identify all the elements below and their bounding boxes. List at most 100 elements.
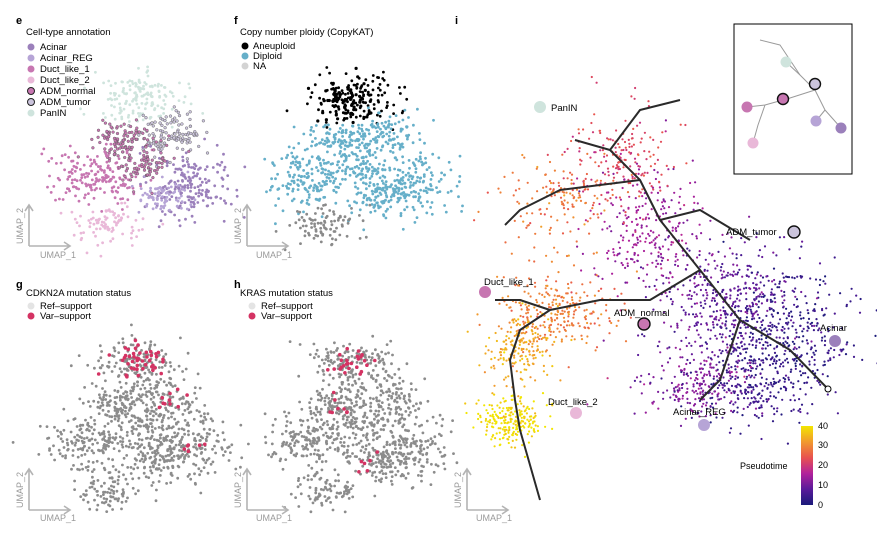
cell-point-ref: [417, 450, 421, 454]
cell-point-duct1: [295, 155, 299, 159]
cell-point-admn: [310, 155, 314, 159]
cell-point-ref: [346, 448, 349, 452]
cell-point-panin: [362, 94, 365, 98]
cell-point-ref: [364, 444, 368, 447]
cell-point-admn: [123, 146, 128, 150]
cell-point-ref: [396, 458, 400, 462]
cell-point-acinar: [461, 204, 464, 208]
cell-point-admt: [162, 144, 166, 148]
cell-point-admt: [365, 127, 368, 131]
cell-point-ref: [162, 439, 166, 443]
cell-point-pseudotime: [772, 267, 776, 270]
cell-point-pseudotime: [722, 240, 725, 243]
cell-point-duct1: [83, 175, 87, 179]
cell-point-ref: [173, 431, 177, 435]
cell-point-var: [127, 354, 132, 359]
cell-point-pseudotime: [737, 285, 740, 288]
cell-point-duct2: [303, 229, 307, 233]
cell-point-ref: [103, 481, 106, 485]
cell-point-pseudotime: [836, 412, 840, 415]
cell-point-admn: [105, 129, 109, 133]
cell-point-panin: [170, 125, 174, 129]
cell-point-ref: [239, 423, 243, 427]
cell-point-acinar: [436, 191, 439, 194]
cell-point-ref: [115, 411, 119, 414]
cell-point-ref: [263, 412, 267, 416]
cell-point-ref: [349, 371, 353, 375]
cell-point-ref: [442, 454, 446, 458]
cell-point-acinar: [384, 183, 388, 187]
cell-point-pseudotime: [764, 357, 768, 360]
cell-point-acinarreg: [154, 206, 158, 209]
cell-point-duct1: [110, 177, 113, 181]
cell-point-ref: [374, 378, 378, 382]
cell-point-duct1: [119, 183, 123, 187]
cell-point-panin: [150, 84, 154, 88]
cell-point-pseudotime: [783, 331, 786, 334]
cell-point-pseudotime: [821, 309, 824, 312]
legend-h-swatch-0: [248, 302, 256, 310]
cell-point-acinar: [161, 210, 164, 213]
cell-point-ref: [340, 394, 344, 398]
cell-point-duct2: [334, 238, 338, 242]
cell-point-acinar: [186, 179, 190, 183]
cell-point-ref: [177, 455, 181, 459]
cell-point-admt: [382, 134, 386, 138]
cell-point-ref: [130, 323, 133, 327]
cell-point-pseudotime: [753, 286, 756, 289]
cell-point-pseudotime: [795, 359, 798, 363]
cell-point-admt: [181, 136, 185, 140]
cell-point-panin: [140, 94, 144, 98]
cell-point-duct1: [68, 175, 72, 178]
cell-point-ref: [85, 436, 89, 440]
cell-point-ref: [289, 435, 293, 438]
cell-point-acinar: [348, 204, 351, 208]
cell-point-ref: [154, 467, 158, 471]
cell-point-pseudotime: [700, 323, 703, 326]
cell-point-ref: [164, 352, 168, 356]
cell-point-duct1: [70, 181, 74, 185]
cell-point-panin: [377, 76, 380, 79]
cell-point-ref: [390, 431, 394, 434]
cell-point-ref: [65, 438, 69, 441]
cell-point-acinarreg: [176, 199, 180, 203]
cell-point-ref: [203, 448, 207, 451]
cell-point-acinar: [429, 178, 433, 181]
cell-point-ref: [407, 406, 411, 410]
cell-point-panin: [399, 92, 402, 95]
cell-point-admn: [367, 167, 371, 171]
cell-point-duct1: [300, 199, 304, 203]
cell-point-panin: [346, 109, 350, 113]
cell-point-ref: [373, 494, 377, 498]
cell-point-pseudotime: [751, 318, 754, 321]
cell-point-ref: [398, 451, 401, 455]
cell-point-duct1: [70, 159, 73, 163]
cell-point-acinarreg: [152, 198, 155, 202]
cell-point-pseudotime: [695, 313, 698, 316]
cell-point-pseudotime: [755, 367, 758, 370]
cell-point-admt: [137, 133, 141, 137]
cell-point-pseudotime: [794, 367, 797, 370]
cell-point-acinarreg: [382, 201, 386, 205]
cell-point-ref: [157, 426, 161, 429]
cell-point-panin: [114, 81, 117, 85]
cell-point-acinar: [401, 227, 405, 231]
cell-point-acinar: [222, 168, 226, 172]
cell-point-ref: [166, 410, 170, 413]
cell-point-admn: [368, 150, 371, 154]
cell-point-duct1: [316, 169, 320, 173]
cell-point-ref: [133, 416, 137, 419]
cell-point-admn: [90, 137, 94, 141]
legend-e-label-5: ADM_tumor: [40, 97, 91, 108]
cell-point-admt: [396, 135, 399, 139]
cell-point-ref: [351, 495, 355, 499]
cell-point-pseudotime: [806, 309, 809, 312]
cell-point-ref: [223, 438, 226, 442]
cell-point-acinar: [200, 193, 204, 197]
cell-point-ref: [438, 413, 442, 417]
cell-point-ref: [381, 391, 385, 395]
cell-point-pseudotime: [760, 302, 764, 305]
cell-point-ref: [206, 412, 210, 416]
cell-point-acinar: [455, 184, 459, 188]
cell-point-ref: [379, 393, 383, 397]
